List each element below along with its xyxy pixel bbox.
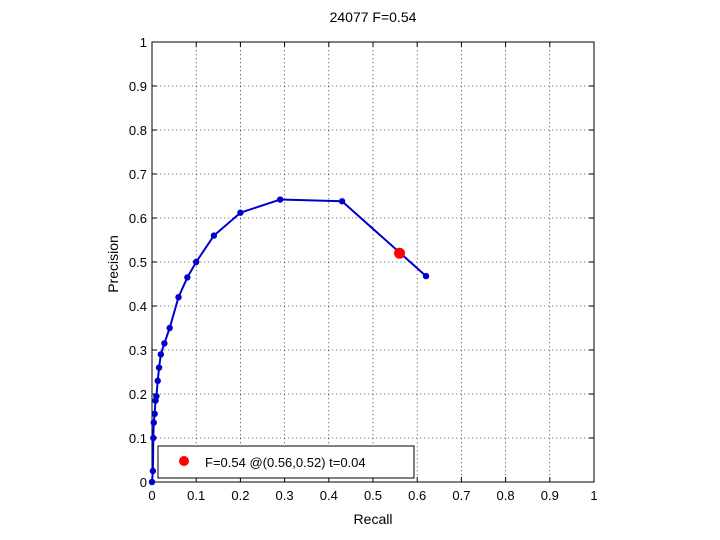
- grid: [152, 42, 594, 482]
- legend-box: [157, 445, 415, 479]
- legend-marker: [179, 456, 189, 466]
- series-point: [149, 467, 157, 475]
- y-tick-label: 1: [140, 35, 147, 50]
- y-tick-label: 0.6: [129, 211, 147, 226]
- y-tick-label: 0.3: [129, 343, 147, 358]
- y-tick-label: 0.1: [129, 431, 147, 446]
- y-tick-label: 0.4: [129, 299, 147, 314]
- series-point: [175, 294, 182, 301]
- series-point: [193, 258, 200, 266]
- y-axis-title: Precision: [105, 235, 121, 293]
- x-tick-label: 0.6: [408, 488, 426, 503]
- series-point: [154, 377, 161, 384]
- x-tick-labels: 0 0.1 0.2 0.3 0.4 0.5 0.6 0.7 0.8 0.9 1: [148, 488, 597, 503]
- series-point: [161, 340, 168, 347]
- x-tick-label: 1: [590, 488, 597, 503]
- x-tick-label: 0.4: [320, 488, 338, 503]
- x-tick-label: 0.5: [364, 488, 382, 503]
- y-tick-label: 0.2: [129, 387, 147, 402]
- y-tick-label: 0.8: [129, 123, 147, 138]
- y-tick-label: 0.7: [129, 167, 147, 182]
- best-f-point: [394, 247, 406, 259]
- series-layer: [148, 196, 430, 486]
- series-point: [148, 478, 156, 486]
- series-point: [153, 393, 160, 400]
- y-tick-labels: 0 0.1 0.2 0.3 0.4 0.5 0.6 0.7 0.8 0.9 1: [129, 35, 147, 490]
- y-tick-label: 0: [140, 475, 147, 490]
- series-point: [338, 198, 346, 205]
- x-tick-label: 0.1: [187, 488, 205, 503]
- x-tick-label: 0.3: [276, 488, 294, 503]
- y-tick-label: 0.5: [129, 255, 147, 270]
- series-point: [422, 272, 430, 280]
- series-point: [210, 232, 218, 239]
- y-tick-label: 0.9: [129, 79, 147, 94]
- series-point: [166, 324, 173, 332]
- series-point: [151, 410, 158, 417]
- series-line: [151, 198, 427, 483]
- x-axis-title: Recall: [354, 511, 393, 527]
- series-point: [150, 419, 157, 426]
- series-point: [150, 434, 157, 442]
- series-point: [237, 209, 244, 216]
- x-tick-label: 0.2: [231, 488, 249, 503]
- x-tick-label: 0: [148, 488, 155, 503]
- series-point: [276, 196, 284, 203]
- series-point: [184, 274, 191, 281]
- series-point: [157, 351, 165, 358]
- series-point: [155, 364, 163, 371]
- x-tick-label: 0.9: [541, 488, 559, 503]
- x-tick-label: 0.7: [452, 488, 470, 503]
- legend: F=0.54 @(0.56,0.52) t=0.04: [157, 445, 415, 479]
- x-tick-label: 0.8: [497, 488, 515, 503]
- chart-title: 24077 F=0.54: [330, 9, 417, 25]
- legend-label: F=0.54 @(0.56,0.52) t=0.04: [205, 455, 366, 470]
